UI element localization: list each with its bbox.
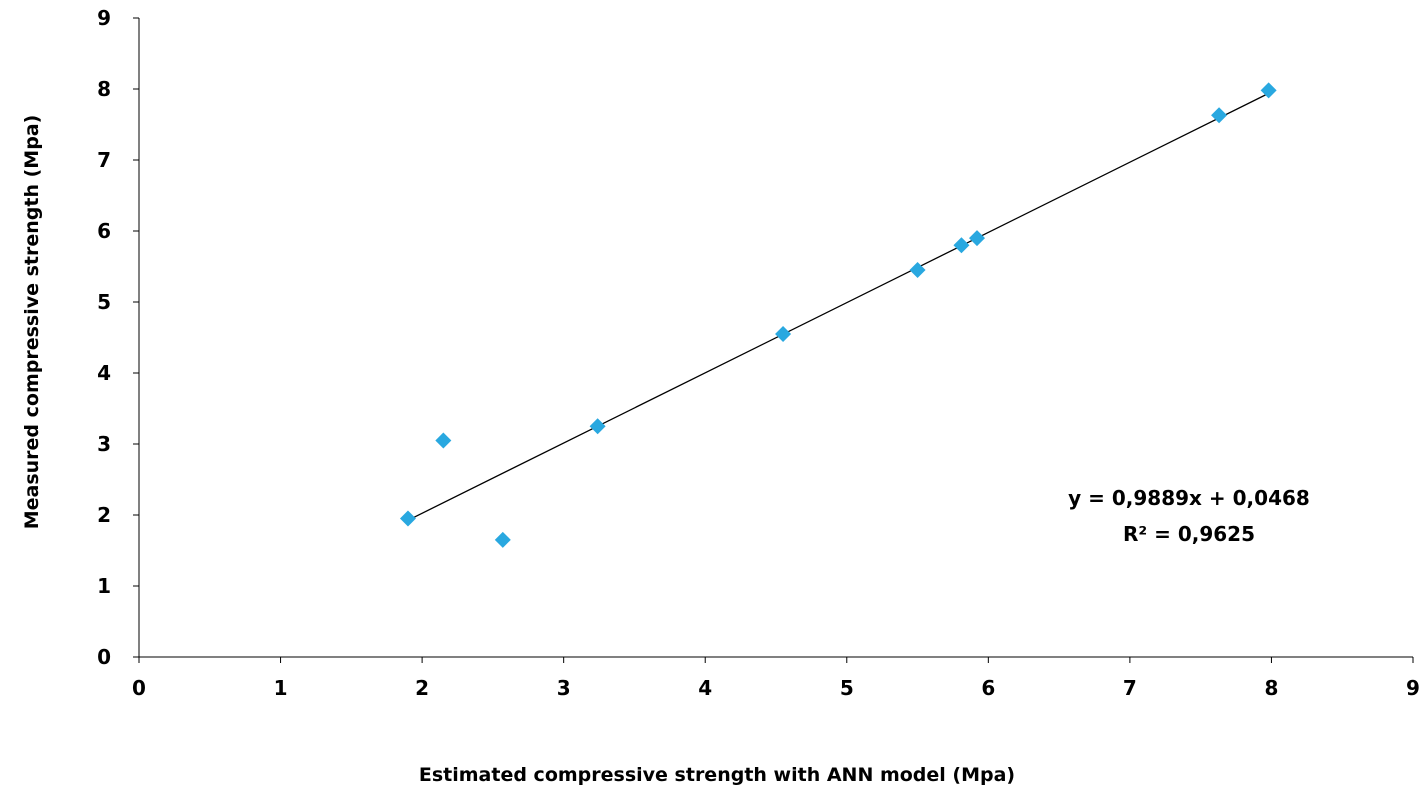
data-point xyxy=(435,432,452,449)
data-point xyxy=(589,418,606,435)
trendline-group xyxy=(407,92,1269,521)
x-tick-label: 2 xyxy=(415,676,429,700)
y-axis-ticks: 0 1 2 3 4 5 6 7 8 9 xyxy=(97,6,139,669)
y-tick-label: 7 xyxy=(97,148,111,172)
y-tick-label: 2 xyxy=(97,503,111,527)
trendline xyxy=(407,92,1269,521)
data-point xyxy=(953,237,970,254)
x-tick-label: 1 xyxy=(274,676,288,700)
data-point xyxy=(1260,82,1277,99)
x-axis-title: Estimated compressive strength with ANN … xyxy=(419,764,1015,786)
x-tick-label: 6 xyxy=(981,676,995,700)
axes xyxy=(138,18,1413,658)
r-squared-label: R² = 0,9625 xyxy=(1123,522,1255,546)
trendline-equation: y = 0,9889x + 0,0468 xyxy=(1068,486,1310,510)
y-tick-label: 8 xyxy=(97,77,111,101)
y-tick-label: 0 xyxy=(97,645,111,669)
x-tick-label: 8 xyxy=(1264,676,1278,700)
y-tick-label: 6 xyxy=(97,219,111,243)
y-tick-label: 3 xyxy=(97,432,111,456)
y-tick-label: 9 xyxy=(97,6,111,30)
data-points xyxy=(399,82,1277,548)
x-tick-label: 3 xyxy=(557,676,571,700)
data-point xyxy=(494,531,511,548)
data-point xyxy=(775,325,792,342)
y-tick-label: 4 xyxy=(97,361,111,385)
x-axis-ticks: 0 1 2 3 4 5 6 7 8 9 xyxy=(132,657,1420,700)
x-tick-label: 4 xyxy=(698,676,712,700)
data-point xyxy=(399,510,416,527)
x-tick-label: 0 xyxy=(132,676,146,700)
x-tick-label: 5 xyxy=(840,676,854,700)
data-point xyxy=(909,262,926,279)
y-tick-label: 1 xyxy=(97,574,111,598)
y-axis-title: Measured compressive strength (Mpa) xyxy=(21,115,43,530)
x-tick-label: 7 xyxy=(1123,676,1137,700)
x-tick-label: 9 xyxy=(1406,676,1420,700)
data-point xyxy=(969,230,986,247)
data-point xyxy=(1211,107,1228,124)
y-tick-label: 5 xyxy=(97,290,111,314)
